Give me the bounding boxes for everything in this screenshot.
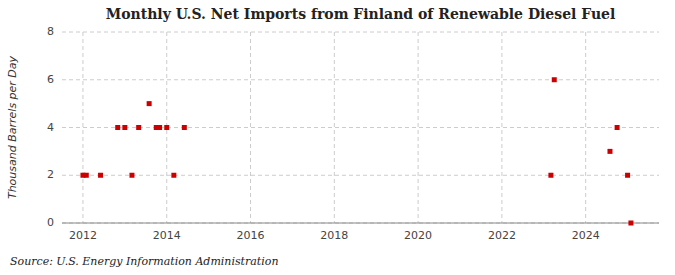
y-tick-label: 0 (47, 216, 54, 229)
point (171, 173, 176, 178)
point (607, 149, 612, 154)
point (115, 125, 120, 130)
y-grid-line (62, 32, 659, 33)
y-grid-line (62, 223, 659, 224)
point (164, 125, 169, 130)
y-tick-label: 4 (47, 121, 54, 134)
x-grid-line (501, 32, 502, 223)
y-grid-line (62, 127, 659, 128)
x-grid-line (418, 32, 419, 223)
x-grid-line (585, 32, 586, 223)
x-tick-label: 2018 (320, 229, 348, 242)
x-tick-label: 2022 (488, 229, 516, 242)
y-grid-line (62, 79, 659, 80)
point (122, 125, 127, 130)
x-axis-line (62, 223, 659, 224)
chart: 0 2 4 6 8 2012 2014 2016 2018 2020 2022 2024 Monthly… (0, 0, 675, 275)
point (628, 221, 633, 226)
y-tick-label: 2 (47, 168, 54, 181)
x-grid-line (334, 32, 335, 223)
point (548, 173, 553, 178)
title: Monthly U.S. Net Imports from Finland of… (106, 6, 616, 22)
grid (62, 32, 659, 223)
x-tick-label: 2012 (69, 229, 97, 242)
y-axis-label: Thousand Barrels per Day (6, 55, 19, 199)
point (129, 173, 134, 178)
x-grid-line (250, 32, 251, 223)
point (98, 173, 103, 178)
point (147, 101, 152, 106)
point (552, 77, 557, 82)
y-tick-label: 6 (47, 73, 54, 86)
x-tick-label: 2014 (153, 229, 181, 242)
x-tick-label: 2016 (237, 229, 265, 242)
y-tick-label: 8 (47, 25, 54, 38)
source-note: Source: U.S. Energy Information Administ… (10, 255, 278, 268)
point (625, 173, 630, 178)
x-tick-label: 2020 (404, 229, 432, 242)
point (157, 125, 162, 130)
x-grid-line (82, 32, 83, 223)
point (136, 125, 141, 130)
points (80, 77, 633, 225)
point (182, 125, 187, 130)
point (615, 125, 620, 130)
y-grid-line (62, 175, 659, 176)
point (84, 173, 89, 178)
x-tick-label: 2024 (572, 229, 600, 242)
chart-container: 0 2 4 6 8 2012 2014 2016 2018 2020 2022 2024 Monthly… (0, 0, 675, 275)
